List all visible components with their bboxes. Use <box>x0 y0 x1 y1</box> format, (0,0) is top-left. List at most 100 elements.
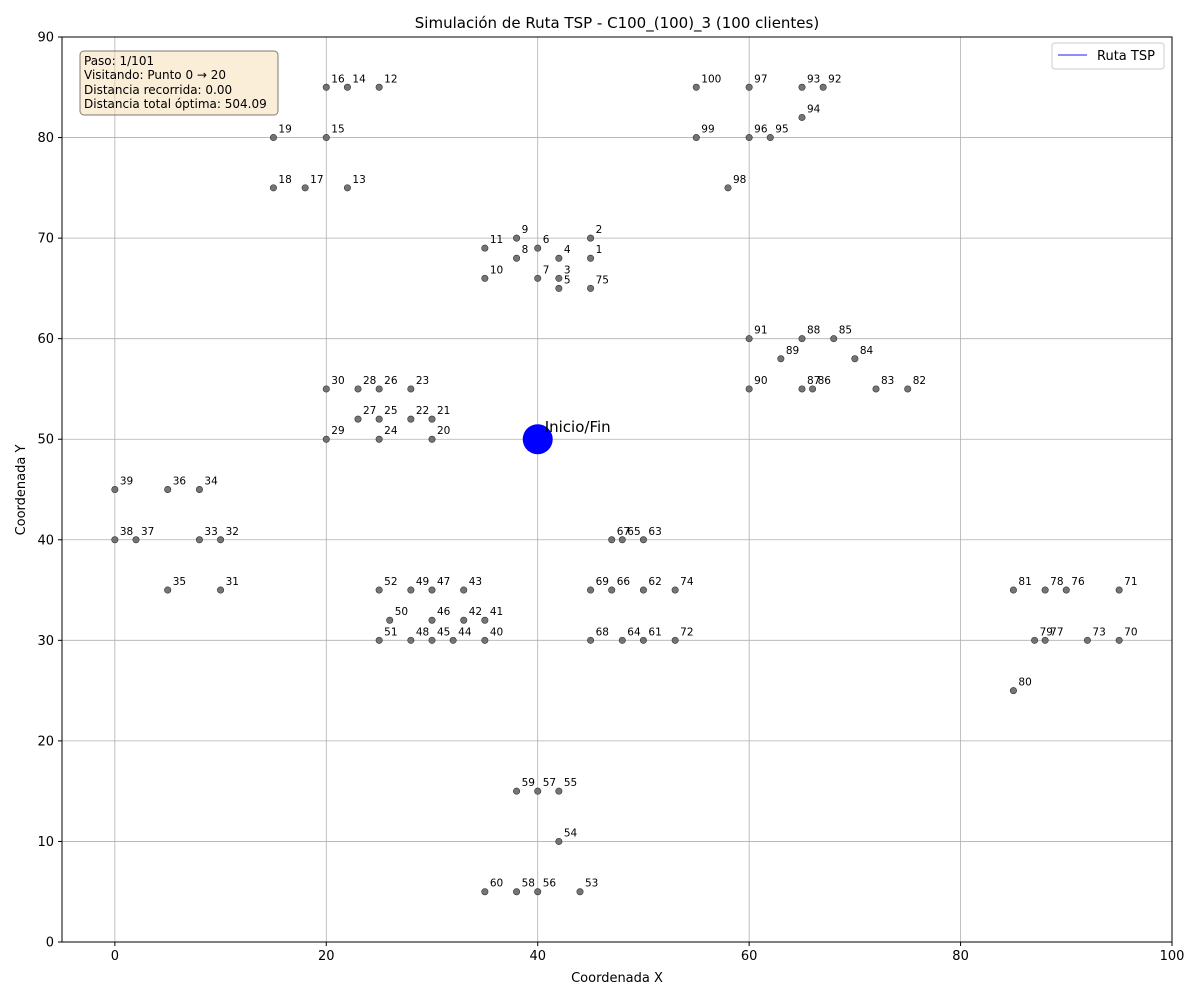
y-tick-label: 40 <box>37 533 54 548</box>
point-label-87: 87 <box>807 375 820 387</box>
point-label-88: 88 <box>807 325 820 337</box>
customer-point-14 <box>343 83 351 91</box>
point-label-56: 56 <box>543 878 557 890</box>
customer-point-47 <box>428 586 436 594</box>
point-label-11: 11 <box>490 234 503 246</box>
point-label-78: 78 <box>1050 576 1063 588</box>
point-label-12: 12 <box>384 73 397 85</box>
point-label-15: 15 <box>331 124 344 136</box>
point-label-26: 26 <box>384 375 398 387</box>
depot-marker <box>522 424 553 455</box>
customer-point-98 <box>724 184 732 192</box>
y-tick-label: 70 <box>37 232 54 247</box>
point-label-58: 58 <box>522 878 535 890</box>
point-label-81: 81 <box>1018 576 1031 588</box>
customer-point-86 <box>809 385 817 393</box>
customer-point-7 <box>534 274 542 282</box>
customer-point-51 <box>375 636 383 644</box>
info-optimal-distance: Distancia total óptima: 504.09 <box>84 97 267 111</box>
customer-point-45 <box>428 636 436 644</box>
customer-point-26 <box>375 385 383 393</box>
point-label-47: 47 <box>437 576 450 588</box>
point-label-95: 95 <box>775 124 788 136</box>
point-label-62: 62 <box>648 576 661 588</box>
customer-point-9 <box>513 234 521 242</box>
point-label-98: 98 <box>733 174 746 186</box>
point-label-83: 83 <box>881 375 894 387</box>
customer-point-15 <box>322 134 330 142</box>
customer-point-42 <box>460 616 468 624</box>
point-label-94: 94 <box>807 103 821 115</box>
customer-point-21 <box>428 415 436 423</box>
y-tick-label: 80 <box>37 131 54 146</box>
customer-point-40 <box>481 636 489 644</box>
point-label-64: 64 <box>627 626 641 638</box>
point-label-28: 28 <box>363 375 376 387</box>
point-label-21: 21 <box>437 405 450 417</box>
customer-point-32 <box>217 536 225 544</box>
customer-point-93 <box>798 83 806 91</box>
customer-point-24 <box>375 435 383 443</box>
point-label-27: 27 <box>363 405 376 417</box>
point-label-65: 65 <box>627 526 640 538</box>
point-label-48: 48 <box>416 626 429 638</box>
customer-point-5 <box>555 284 563 292</box>
point-label-13: 13 <box>352 174 365 186</box>
customer-point-20 <box>428 435 436 443</box>
point-label-80: 80 <box>1018 677 1031 689</box>
customer-point-72 <box>671 636 679 644</box>
point-label-2: 2 <box>596 224 603 236</box>
point-label-52: 52 <box>384 576 397 588</box>
point-label-17: 17 <box>310 174 323 186</box>
customer-point-33 <box>195 536 203 544</box>
point-label-40: 40 <box>490 626 503 638</box>
point-label-70: 70 <box>1124 626 1137 638</box>
customer-point-79 <box>1031 636 1039 644</box>
customer-point-84 <box>851 355 859 363</box>
legend-route-label: Ruta TSP <box>1097 49 1155 64</box>
point-label-84: 84 <box>860 345 874 357</box>
point-label-1: 1 <box>596 244 603 256</box>
point-label-72: 72 <box>680 626 693 638</box>
customer-point-39 <box>111 485 119 493</box>
point-label-99: 99 <box>701 124 714 136</box>
customer-point-19 <box>269 134 277 142</box>
customer-point-91 <box>745 335 753 343</box>
point-label-82: 82 <box>913 375 926 387</box>
customer-point-22 <box>407 415 415 423</box>
y-tick-label: 60 <box>37 332 54 347</box>
customer-point-30 <box>322 385 330 393</box>
customer-point-37 <box>132 536 140 544</box>
customer-point-89 <box>777 355 785 363</box>
y-tick-label: 0 <box>46 936 54 951</box>
point-label-38: 38 <box>120 526 133 538</box>
point-label-63: 63 <box>648 526 661 538</box>
customer-point-29 <box>322 435 330 443</box>
legend-box <box>1051 42 1165 70</box>
info-visiting: Visitando: Punto 0 → 20 <box>84 68 226 82</box>
point-label-6: 6 <box>543 234 550 246</box>
chart-title: Simulación de Ruta TSP - C100_(100)_3 (1… <box>415 14 819 33</box>
customer-point-65 <box>618 536 626 544</box>
point-label-36: 36 <box>173 476 187 488</box>
point-label-53: 53 <box>585 878 598 890</box>
point-label-77: 77 <box>1050 626 1063 638</box>
point-label-10: 10 <box>490 264 503 276</box>
x-tick-label: 100 <box>1160 949 1185 964</box>
point-label-41: 41 <box>490 606 503 618</box>
customer-point-80 <box>1009 687 1017 695</box>
point-label-92: 92 <box>828 73 841 85</box>
point-label-90: 90 <box>754 375 767 387</box>
point-label-71: 71 <box>1124 576 1137 588</box>
plot-area-frame <box>61 36 1173 943</box>
point-label-30: 30 <box>331 375 344 387</box>
customer-point-3 <box>555 274 563 282</box>
customer-point-76 <box>1062 586 1070 594</box>
customer-point-44 <box>449 636 457 644</box>
point-label-25: 25 <box>384 405 397 417</box>
point-label-73: 73 <box>1092 626 1105 638</box>
customer-point-46 <box>428 616 436 624</box>
customer-point-34 <box>195 485 203 493</box>
point-label-61: 61 <box>648 626 661 638</box>
